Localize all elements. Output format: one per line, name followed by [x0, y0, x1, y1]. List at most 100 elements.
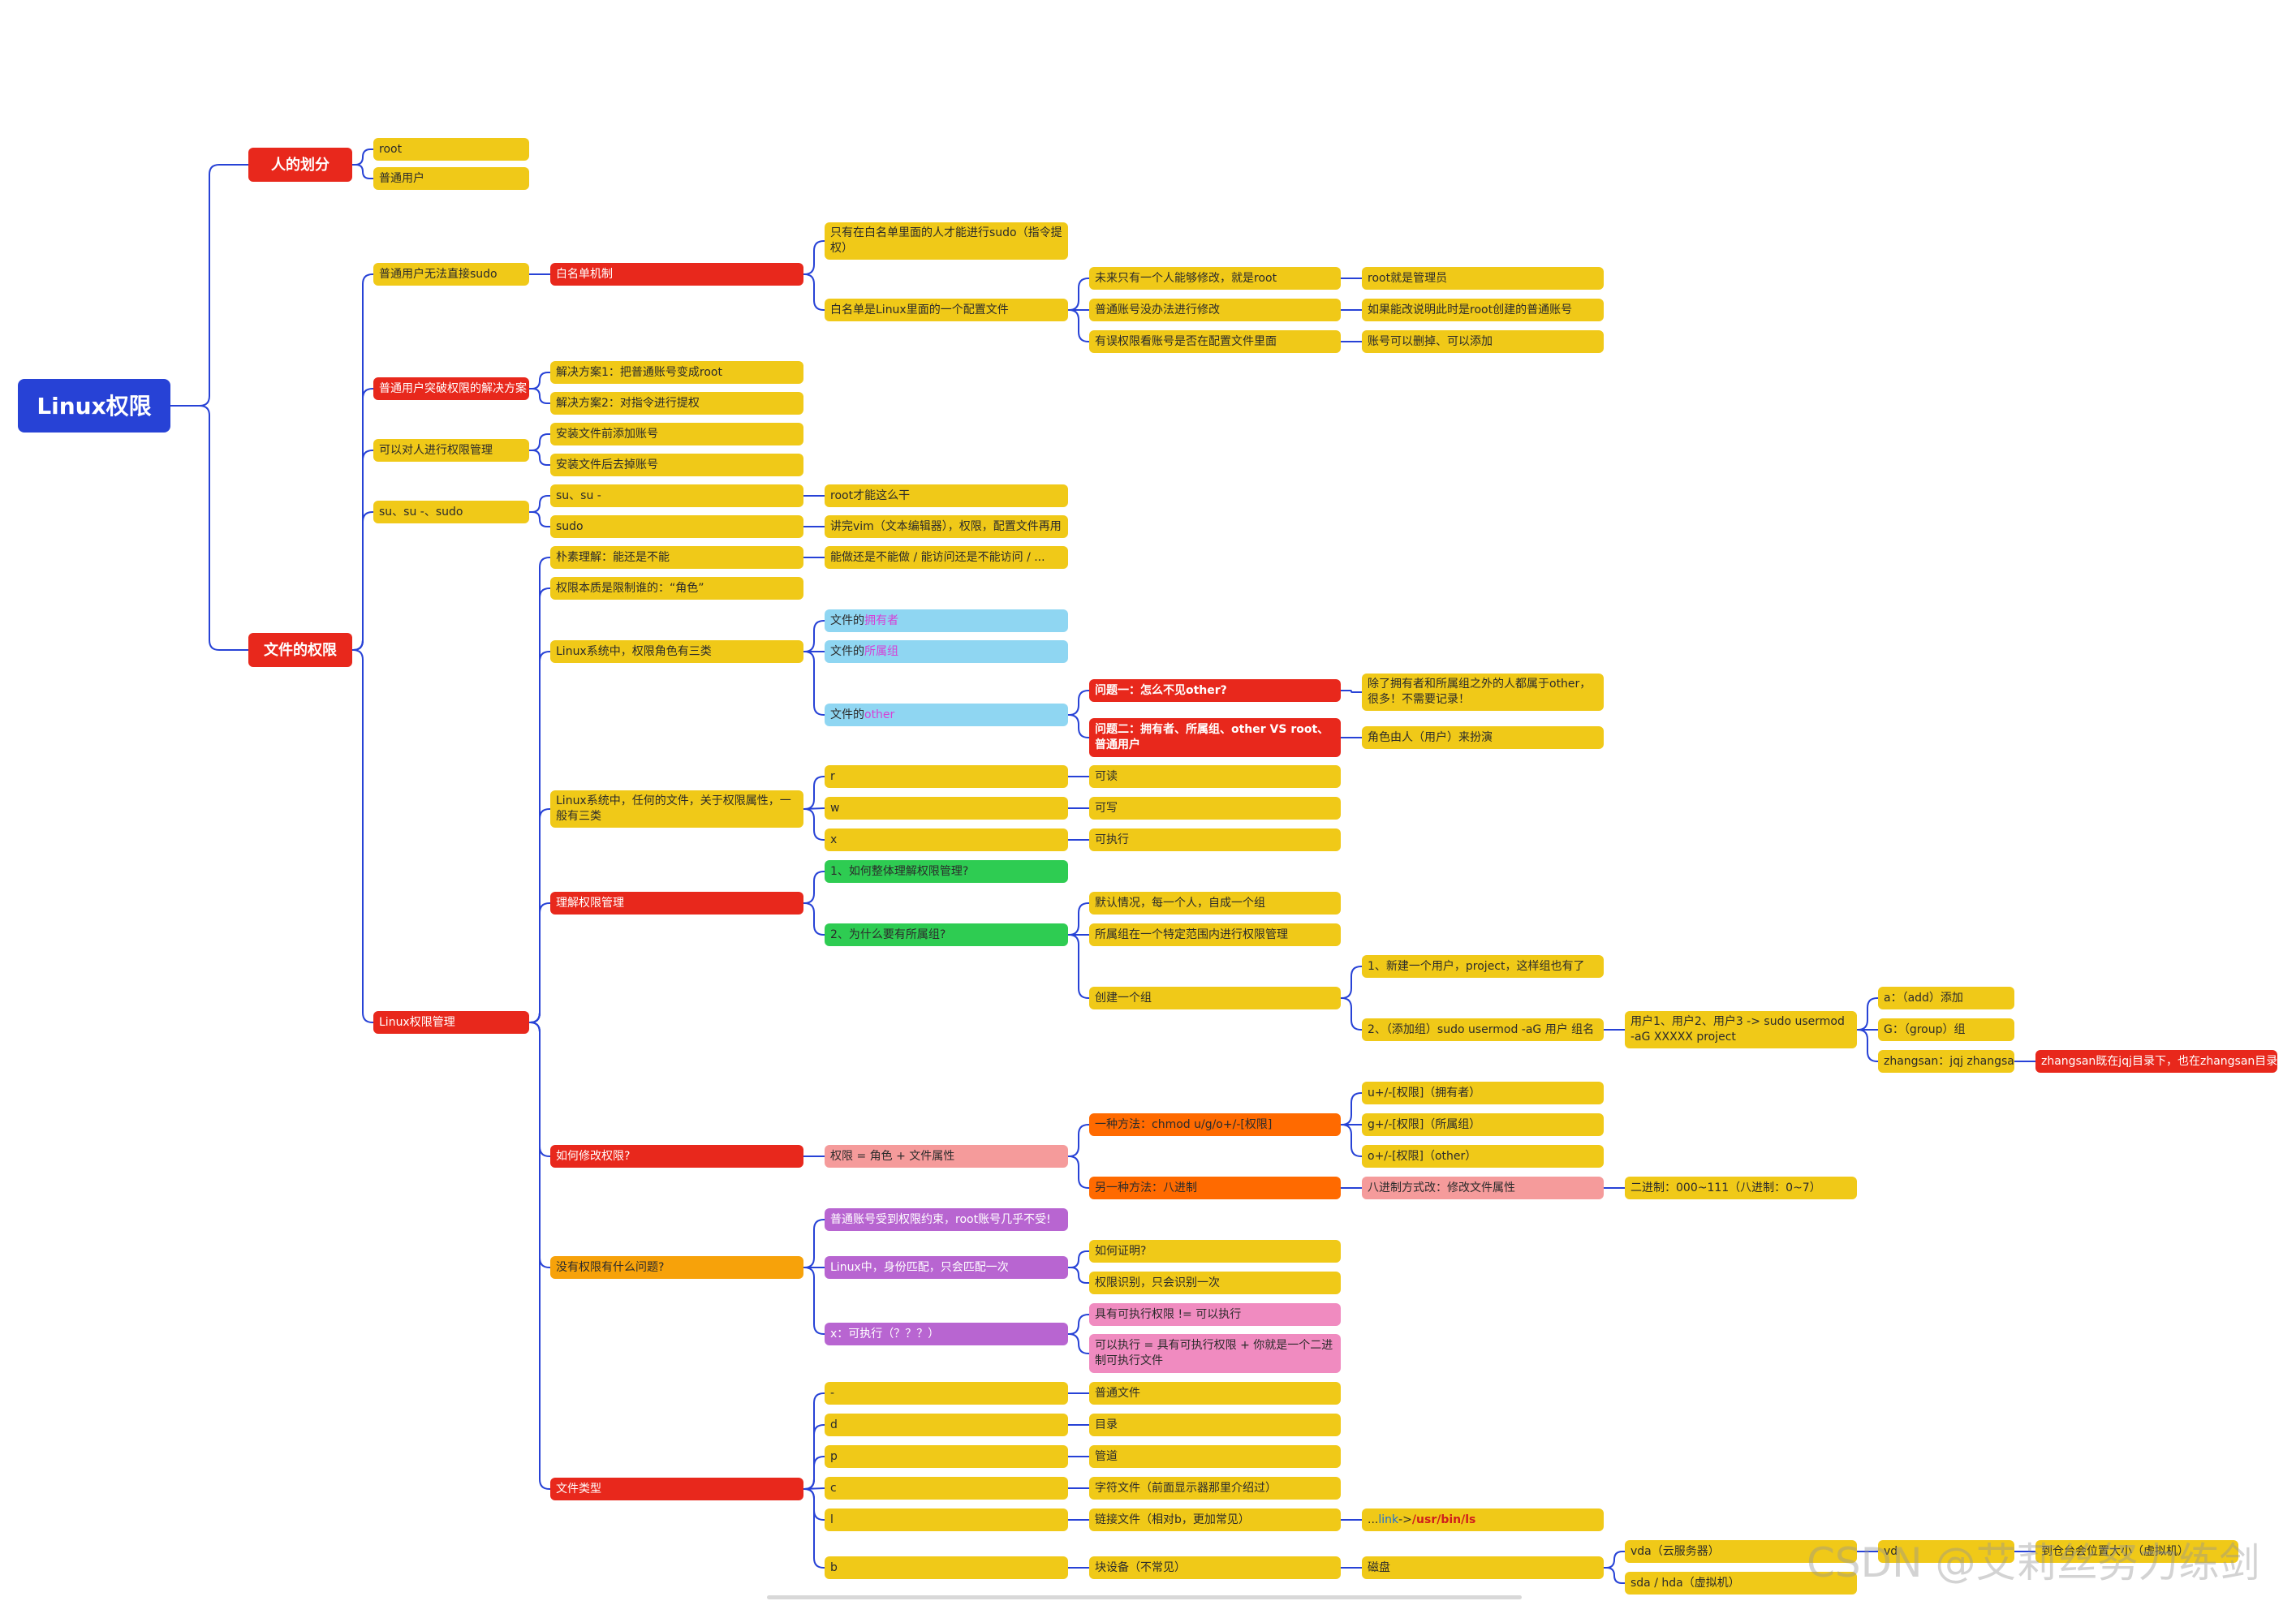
node-normal-cannot[interactable]: 普通账号没办法进行修改 [1089, 299, 1341, 321]
node-identity-match[interactable]: Linux中，身份匹配，只会匹配一次 [825, 1256, 1068, 1279]
node-perm-essence[interactable]: 权限本质是限制谁的：“角色” [550, 577, 803, 600]
node-type-d-desc[interactable]: 目录 [1089, 1414, 1341, 1436]
node-type-l[interactable]: l [825, 1508, 1068, 1531]
node-example-desc[interactable]: zhangsan既在jqj目录下，也在zhangsan目录下 [2035, 1050, 2277, 1073]
node-manage-people[interactable]: 可以对人进行权限管理 [373, 439, 529, 462]
node-future-root[interactable]: 未来只有一个人能够修改，就是root [1089, 267, 1341, 290]
node-how-prove[interactable]: 如何证明? [1089, 1240, 1341, 1263]
node-chmod-g[interactable]: g+/-[权限]（所属组） [1362, 1113, 1604, 1136]
node-file-perm[interactable]: 文件的权限 [248, 633, 352, 667]
node-simple-understanding[interactable]: 朴素理解：能还是不能 [550, 546, 803, 569]
node-su-sudo[interactable]: su、su -、sudo [373, 501, 529, 523]
node-linux-perm-mgmt[interactable]: Linux权限管理 [373, 1011, 529, 1034]
node-solution-1[interactable]: 解决方案1：把普通账号变成root [550, 361, 803, 384]
node-people[interactable]: 人的划分 [248, 148, 352, 182]
node-default-group[interactable]: 默认情况，每一个人，自成一个组 [1089, 892, 1341, 915]
node-disk[interactable]: 磁盘 [1362, 1556, 1604, 1579]
node-type-dash-desc[interactable]: 普通文件 [1089, 1382, 1341, 1405]
node-attr-w-desc[interactable]: 可写 [1089, 797, 1341, 820]
node-question-2[interactable]: 问题二：拥有者、所属组、other VS root、普通用户 [1089, 718, 1341, 757]
horizontal-scrollbar[interactable] [767, 1595, 1522, 1599]
node-sda[interactable]: sda / hda（虚拟机） [1625, 1572, 1857, 1595]
node-root-user[interactable]: root [373, 138, 529, 161]
node-modify[interactable]: 如何修改权限? [550, 1145, 803, 1168]
node-no-sudo[interactable]: 普通用户无法直接sudo [373, 263, 529, 286]
node-understand-q1[interactable]: 1、如何整体理解权限管理? [825, 860, 1068, 883]
node-vd-desc[interactable]: 到仓台会位置大小（虚拟机） [2035, 1540, 2238, 1563]
node-su-desc[interactable]: root才能这么干 [825, 484, 1068, 507]
node-type-p-desc[interactable]: 管道 [1089, 1445, 1341, 1468]
node-x-question[interactable]: x：可执行（？？？） [825, 1323, 1068, 1345]
node-sudo-desc[interactable]: 讲完vim（文本编辑器），权限，配置文件再用 [825, 515, 1068, 538]
node-type-b[interactable]: b [825, 1556, 1068, 1579]
connector-node-su-sudo-to-node-su-item [529, 495, 550, 513]
connector-node-method-chmod-to-node-chmod-o [1341, 1124, 1362, 1157]
node-create-group[interactable]: 创建一个组 [1089, 987, 1341, 1009]
node-perm-formula[interactable]: 权限 = 角色 + 文件属性 [825, 1145, 1068, 1168]
node-can-exec[interactable]: 可以执行 = 具有可执行权限 + 你就是一个二进制可执行文件 [1089, 1334, 1341, 1373]
node-type-p[interactable]: p [825, 1445, 1068, 1468]
node-vda[interactable]: vda（云服务器） [1625, 1540, 1857, 1563]
node-attributes[interactable]: Linux系统中，任何的文件，关于权限属性，一般有三类 [550, 790, 803, 828]
connector-node-file-perm-to-node-no-sudo [352, 273, 373, 651]
node-method-octal[interactable]: 另一种方法：八进制 [1089, 1177, 1341, 1199]
node-simple-desc[interactable]: 能做还是不能做 / 能访问还是不能访问 / ... [825, 546, 1068, 569]
node-type-dash[interactable]: - [825, 1382, 1068, 1405]
node-question-1[interactable]: 问题一：怎么不见other? [1089, 679, 1341, 702]
node-file-types[interactable]: 文件类型 [550, 1478, 803, 1500]
node-role-other[interactable]: 文件的 other [825, 704, 1068, 726]
node-whitelist[interactable]: 白名单机制 [550, 263, 803, 286]
node-attr-w[interactable]: w [825, 797, 1068, 820]
node-link-example[interactable]: ... link -> /usr/bin/ls [1362, 1508, 1604, 1531]
node-type-d[interactable]: d [825, 1414, 1068, 1436]
node-opt-a[interactable]: a：（add）添加 [1878, 987, 2014, 1009]
node-type-b-desc[interactable]: 块设备（不常见） [1089, 1556, 1341, 1579]
connector-node-file-types-to-node-type-c [803, 1487, 825, 1490]
node-method-chmod[interactable]: 一种方法：chmod u/g/o+/-[权限] [1089, 1113, 1341, 1136]
node-attr-x-desc[interactable]: 可执行 [1089, 828, 1341, 851]
node-chmod-u[interactable]: u+/-[权限]（拥有者） [1362, 1082, 1604, 1104]
node-role-owner[interactable]: 文件的 拥有者 [825, 609, 1068, 632]
node-remove-account[interactable]: 安装文件后去掉账号 [550, 454, 803, 476]
node-question-2-answer[interactable]: 角色由人（用户）来扮演 [1362, 726, 1604, 749]
node-can-delete-add[interactable]: 账号可以删掉、可以添加 [1362, 330, 1604, 353]
node-normal-user[interactable]: 普通用户 [373, 167, 529, 190]
node-create-step-1[interactable]: 1、新建一个用户，project，这样组也有了 [1362, 955, 1604, 978]
node-example[interactable]: zhangsan：jqj zhangsan [1878, 1050, 2014, 1073]
node-opt-g[interactable]: G：（group）组 [1878, 1018, 2014, 1041]
node-only-whitelist[interactable]: 只有在白名单里面的人才能进行sudo（指令提权） [825, 222, 1068, 260]
node-created-by-root[interactable]: 如果能改说明此时是root创建的普通账号 [1362, 299, 1604, 321]
node-binary-range[interactable]: 二进制：000~111（八进制：0~7） [1625, 1177, 1857, 1199]
node-create-step-2[interactable]: 2、（添加组）sudo usermod -aG 用户 组名 [1362, 1018, 1604, 1041]
node-attr-x[interactable]: x [825, 828, 1068, 851]
node-solution[interactable]: 普通用户突破权限的解决方案 [373, 377, 529, 400]
node-chmod-o[interactable]: o+/-[权限]（other） [1362, 1145, 1604, 1168]
node-attr-r-desc[interactable]: 可读 [1089, 765, 1341, 788]
node-question-1-answer[interactable]: 除了拥有者和所属组之外的人都属于other，很多！不需要记录！ [1362, 674, 1604, 711]
node-understand-q2[interactable]: 2、为什么要有所属组? [825, 923, 1068, 946]
root-node[interactable]: Linux权限 [18, 379, 170, 433]
node-su-item[interactable]: su、su - [550, 484, 803, 507]
node-config-file[interactable]: 白名单是Linux里面的一个配置文件 [825, 299, 1068, 321]
node-group-use[interactable]: 所属组在一个特定范围内进行权限管理 [1089, 923, 1341, 946]
node-type-c[interactable]: c [825, 1477, 1068, 1500]
node-has-x[interactable]: 具有可执行权限 != 可以执行 [1089, 1303, 1341, 1326]
node-octal-change[interactable]: 八进制方式改：修改文件属性 [1362, 1177, 1604, 1199]
node-vd[interactable]: vd [1878, 1540, 2014, 1563]
node-solution-2[interactable]: 解决方案2：对指令进行提权 [550, 392, 803, 415]
node-role-group[interactable]: 文件的 所属组 [825, 640, 1068, 663]
connector-node-method-chmod-to-node-chmod-u [1341, 1092, 1362, 1125]
node-add-account[interactable]: 安装文件前添加账号 [550, 423, 803, 445]
node-no-perm[interactable]: 没有权限有什么问题? [550, 1256, 803, 1279]
node-usermod-cmd[interactable]: 用户1、用户2、用户3 -> sudo usermod -aG XXXXX pr… [1625, 1011, 1857, 1048]
node-root-admin[interactable]: root就是管理员 [1362, 267, 1604, 290]
node-attr-r[interactable]: r [825, 765, 1068, 788]
node-check-config[interactable]: 有误权限看账号是否在配置文件里面 [1089, 330, 1341, 353]
node-roles[interactable]: Linux系统中，权限角色有三类 [550, 640, 803, 663]
node-understand[interactable]: 理解权限管理 [550, 892, 803, 915]
node-identify-once[interactable]: 权限识别，只会识别一次 [1089, 1272, 1341, 1294]
node-restricted[interactable]: 普通账号受到权限约束，root账号几乎不受! [825, 1208, 1068, 1231]
node-sudo-item[interactable]: sudo [550, 515, 803, 538]
node-type-l-desc[interactable]: 链接文件（相对b，更加常见） [1089, 1508, 1341, 1531]
node-type-c-desc[interactable]: 字符文件（前面显示器那里介绍过） [1089, 1477, 1341, 1500]
